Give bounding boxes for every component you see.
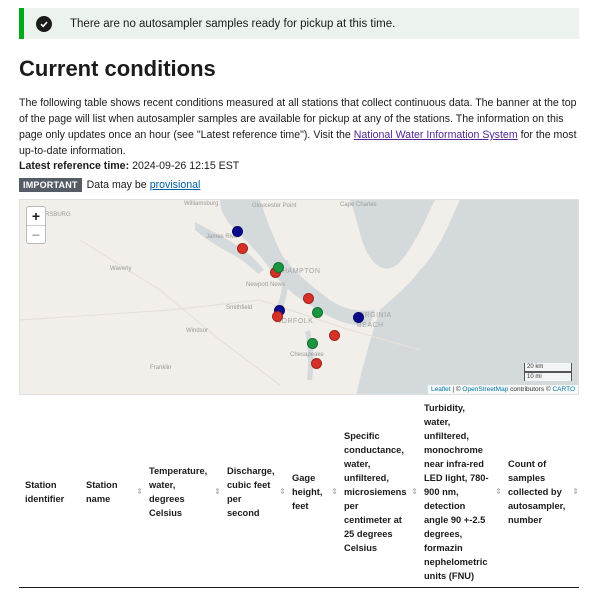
map-label-capecharles: Cape Charles — [340, 202, 377, 208]
nwis-link[interactable]: National Water Information System — [353, 129, 518, 141]
station-map[interactable]: Williamsburg Gloucester Point Cape Charl… — [19, 199, 579, 395]
col-station-name[interactable]: Station name ⇕ — [80, 478, 143, 506]
col-station-identifier[interactable]: Station identifier — [19, 478, 80, 506]
col-label: Discharge, cubic feet per second — [227, 466, 275, 518]
page-title: Current conditions — [19, 56, 216, 81]
map-label-windsor: Windsor — [186, 328, 209, 334]
col-label: Gage height, feet — [292, 473, 323, 511]
conditions-table-header: Station identifier Station name ⇕ Tempera… — [19, 397, 579, 588]
map-label-norfolk: NORFOLK — [276, 318, 314, 325]
station-marker[interactable] — [353, 312, 364, 323]
col-discharge[interactable]: Discharge, cubic feet per second ⇕ — [221, 464, 286, 520]
zoom-control: + − — [26, 206, 46, 244]
col-label: Station name — [86, 480, 118, 504]
osm-link[interactable]: OpenStreetMap — [462, 386, 509, 393]
sort-icon: ⇕ — [411, 487, 418, 496]
station-marker[interactable] — [311, 358, 322, 369]
provisional-notice: IMPORTANT Data may be provisional — [19, 178, 200, 192]
station-marker[interactable] — [329, 330, 340, 341]
map-label-waverly: Waverly — [110, 266, 132, 272]
col-temperature[interactable]: Temperature, water, degrees Celsius ⇕ — [143, 464, 221, 520]
sort-icon: ⇕ — [279, 487, 286, 496]
sort-icon: ⇕ — [214, 487, 221, 496]
attr-sep: | © — [450, 386, 463, 393]
sort-icon: ⇕ — [495, 487, 502, 496]
sort-icon: ⇕ — [136, 487, 143, 496]
map-label-franklin: Franklin — [150, 365, 172, 371]
sort-icon: ⇕ — [331, 487, 338, 496]
reference-label: Latest reference time: — [19, 160, 130, 172]
autosampler-alert-banner: There are no autosampler samples ready f… — [19, 8, 579, 39]
intro-text-before: The following table shows recent conditi… — [19, 97, 577, 141]
col-label: Station identifier — [25, 480, 65, 504]
scale-mi: 10 mi — [524, 372, 572, 381]
col-sample-count[interactable]: Count of samples collected by autosample… — [502, 457, 579, 527]
col-specific-conductance[interactable]: Specific conductance, water, unfiltered,… — [338, 429, 418, 555]
carto-link[interactable]: CARTO — [552, 386, 575, 393]
col-turbidity[interactable]: Turbidity, water, unfiltered, monochrome… — [418, 401, 502, 583]
map-label-sburg: RSBURG — [45, 212, 71, 218]
station-marker[interactable] — [303, 293, 314, 304]
map-label-smithfield: Smithfield — [226, 305, 253, 311]
map-label-virginia: VIRGINIA — [357, 312, 392, 319]
scale-km: 20 km — [524, 363, 572, 372]
zoom-in-button[interactable]: + — [31, 208, 41, 224]
map-attribution: Leaflet | © OpenStreetMap contributors ©… — [427, 385, 578, 394]
intro-text-after: for the most up-to-date information. — [19, 129, 577, 157]
col-label: Turbidity, water, unfiltered, monochrome… — [424, 403, 489, 581]
station-marker[interactable] — [232, 226, 243, 237]
col-gage-height[interactable]: Gage height, feet ⇕ — [286, 471, 338, 513]
reference-value: 2024-09-26 12:15 EST — [132, 160, 240, 172]
map-label-jamesriver: James River — [206, 234, 240, 240]
latest-reference-time: Latest reference time: 2024-09-26 12:15 … — [19, 160, 239, 172]
map-scale: 20 km 10 mi — [524, 363, 572, 381]
station-marker[interactable] — [237, 243, 248, 254]
map-label-williamsburg: Williamsburg — [184, 201, 219, 207]
col-label: Temperature, water, degrees Celsius — [149, 466, 208, 518]
map-label-chesapeake: Chesapeake — [290, 352, 324, 358]
zoom-out-button[interactable]: − — [27, 225, 45, 243]
map-basemap — [20, 200, 578, 394]
leaflet-link[interactable]: Leaflet — [430, 386, 451, 393]
check-circle-icon — [36, 15, 52, 32]
important-tag: IMPORTANT — [19, 178, 82, 192]
sort-icon: ⇕ — [572, 487, 579, 496]
station-marker[interactable] — [312, 307, 323, 318]
map-label-beach: BEACH — [357, 322, 384, 329]
col-label: Specific conductance, water, unfiltered,… — [344, 431, 407, 553]
map-label-hampton: HAMPTON — [282, 268, 321, 275]
map-label-gloucester: Gloucester Point — [252, 203, 297, 209]
map-label-newportnews: Newport News — [246, 282, 286, 288]
station-marker[interactable] — [273, 262, 284, 273]
attr-contrib: contributors © — [508, 386, 553, 393]
intro-paragraph: The following table shows recent conditi… — [19, 95, 579, 159]
notice-text: Data may be — [86, 179, 147, 191]
col-label: Count of samples collected by autosample… — [508, 459, 566, 525]
station-marker[interactable] — [272, 311, 283, 322]
station-marker[interactable] — [307, 338, 318, 349]
alert-text: There are no autosampler samples ready f… — [70, 17, 396, 30]
provisional-link[interactable]: provisional — [149, 179, 201, 191]
